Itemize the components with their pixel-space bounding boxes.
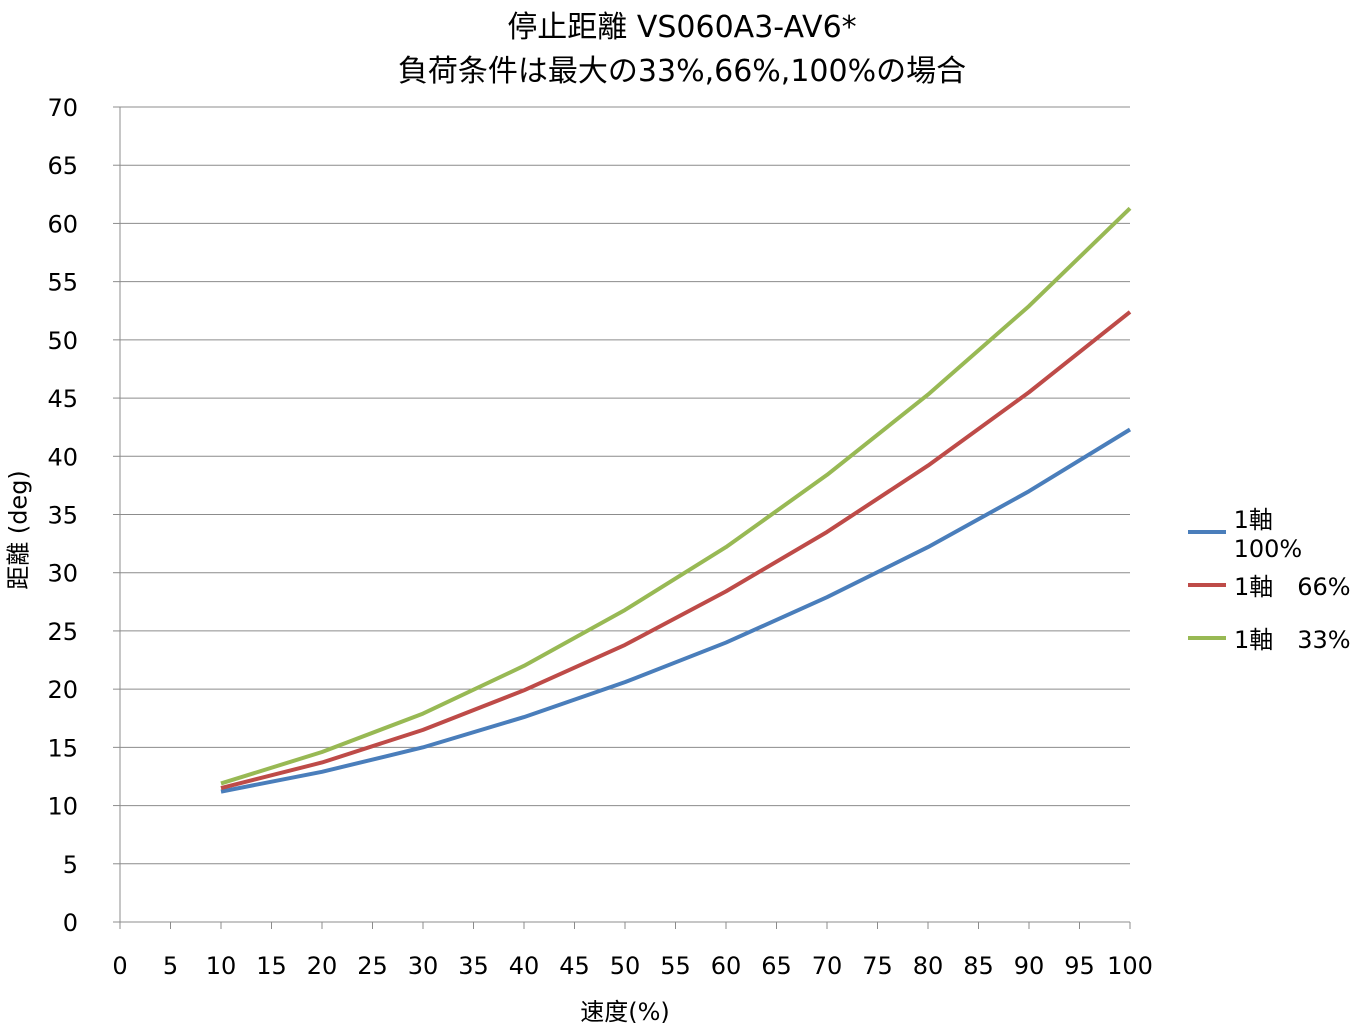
x-axis-title: 速度(%) [580, 998, 670, 1026]
legend-swatch [1188, 582, 1226, 587]
legend-item: 1軸 66% [1188, 558, 1364, 611]
y-tick-label: 0 [63, 909, 78, 937]
x-tick-label: 0 [112, 952, 127, 980]
legend-label: 1軸 100% [1233, 506, 1303, 563]
x-tick-label: 100 [1107, 952, 1153, 980]
x-tick-label: 80 [913, 952, 944, 980]
y-tick-label: 35 [47, 502, 78, 530]
legend-item: 1軸 33% [1188, 611, 1364, 664]
y-tick-label: 25 [47, 618, 78, 646]
y-tick-label: 10 [47, 793, 78, 821]
legend-swatch [1188, 529, 1226, 534]
x-tick-label: 50 [610, 952, 641, 980]
y-tick-label: 15 [47, 734, 78, 762]
x-tick-label: 60 [711, 952, 742, 980]
x-tick-label: 30 [408, 952, 439, 980]
x-tick-label: 75 [862, 952, 893, 980]
x-tick-label: 55 [660, 952, 691, 980]
y-tick-label: 60 [47, 210, 78, 238]
y-tick-label: 45 [47, 385, 78, 413]
x-tick-label: 35 [458, 952, 489, 980]
series-line [220, 427, 1132, 794]
x-tick-label: 20 [307, 952, 338, 980]
x-tick-label: 15 [256, 952, 287, 980]
x-tick-label: 45 [559, 952, 590, 980]
legend: 1軸 100% 1軸 66% 1軸 33% [1188, 505, 1364, 664]
chart-title: 停止距離 VS060A3-AV6* [507, 10, 857, 45]
legend-item: 1軸 100% [1188, 505, 1364, 563]
x-tick-label: 65 [761, 952, 792, 980]
y-tick-label: 30 [47, 560, 78, 588]
y-tick-label: 40 [47, 443, 78, 471]
x-tick-label: 70 [812, 952, 843, 980]
x-tick-label: 40 [509, 952, 540, 980]
legend-swatch [1188, 635, 1226, 640]
x-tick-label: 10 [206, 952, 237, 980]
series-line [220, 310, 1132, 791]
y-tick-label: 55 [47, 269, 78, 297]
x-tick-label: 5 [163, 952, 178, 980]
y-tick-label: 65 [47, 152, 78, 180]
x-tick-label: 25 [357, 952, 388, 980]
chart-subtitle: 負荷条件は最大の33%,66%,100%の場合 [397, 54, 967, 89]
legend-label: 1軸 33% [1234, 626, 1351, 654]
y-tick-label: 50 [47, 327, 78, 355]
series-line [220, 206, 1132, 786]
y-tick-label: 5 [63, 851, 78, 879]
y-tick-label: 20 [47, 676, 78, 704]
y-tick-label: 70 [47, 94, 78, 122]
x-tick-label: 90 [1014, 952, 1045, 980]
x-tick-label: 95 [1064, 952, 1095, 980]
y-axis-title: 距離 (deg) [4, 470, 33, 590]
x-tick-label: 85 [963, 952, 994, 980]
legend-label: 1軸 66% [1234, 573, 1351, 601]
